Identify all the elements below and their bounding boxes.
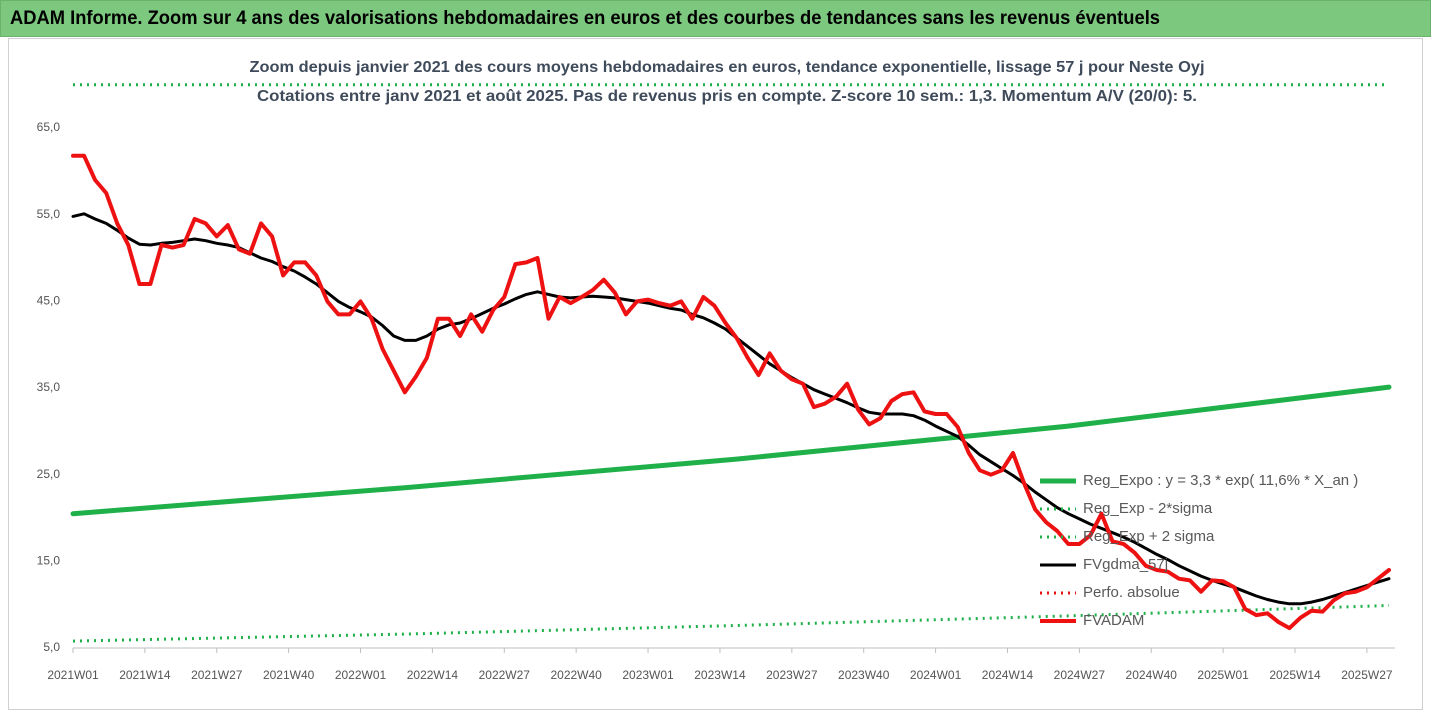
legend-label: FVgdma_57j: [1083, 556, 1168, 573]
series-line: [71, 153, 1391, 631]
x-tick-label: 2024W01: [910, 668, 962, 682]
header-bar: [0, 0, 1431, 37]
y-tick-label: 15,0: [37, 554, 61, 568]
x-tick-label: 2022W40: [550, 668, 602, 682]
x-tick-label: 2021W40: [263, 668, 315, 682]
series-line: [70, 384, 1392, 517]
legend-label: Reg_Exp - 2*sigma: [1083, 500, 1213, 517]
y-tick-label: 35,0: [37, 380, 61, 394]
x-tick-label: 2025W14: [1269, 668, 1321, 682]
y-tick-label: 45,0: [37, 294, 61, 308]
subtitle: Zoom depuis janvier 2021 des cours moyen…: [250, 59, 1205, 76]
x-tick-label: 2023W14: [694, 668, 746, 682]
x-tick-label: 2025W01: [1197, 668, 1249, 682]
x-tick-label: 2025W27: [1341, 668, 1393, 682]
x-tick-label: 2024W40: [1126, 668, 1178, 682]
legend-label: Perfo. absolue: [1083, 584, 1180, 601]
x-tick-label: 2022W01: [335, 668, 387, 682]
plot-frame: [8, 38, 1423, 710]
x-tick-label: 2023W01: [622, 668, 674, 682]
subtitle: Cotations entre janv 2021 et août 2025. …: [257, 88, 1197, 105]
x-tick-label: 2021W27: [191, 668, 243, 682]
x-tick-label: 2024W14: [982, 668, 1034, 682]
y-tick-label: 25,0: [37, 467, 61, 481]
y-tick-label: 5,0: [43, 640, 60, 654]
y-tick-label: 55,0: [37, 207, 61, 221]
y-tick-label: 65,0: [37, 120, 61, 134]
chart-title: ADAM Informe. Zoom sur 4 ans des valoris…: [10, 8, 1160, 29]
x-tick-label: 2024W27: [1054, 668, 1106, 682]
legend-label: Reg_Expo : y = 3,3 * exp( 11,6% * X_an ): [1083, 472, 1358, 489]
x-tick-label: 2023W27: [766, 668, 818, 682]
legend-label: FVADAM: [1083, 612, 1144, 629]
legend-label: Reg_Exp + 2 sigma: [1083, 528, 1215, 545]
x-tick-label: 2021W01: [47, 668, 99, 682]
x-tick-label: 2021W14: [119, 668, 171, 682]
x-tick-label: 2023W40: [838, 668, 890, 682]
x-tick-label: 2022W27: [479, 668, 531, 682]
x-tick-label: 2022W14: [407, 668, 459, 682]
